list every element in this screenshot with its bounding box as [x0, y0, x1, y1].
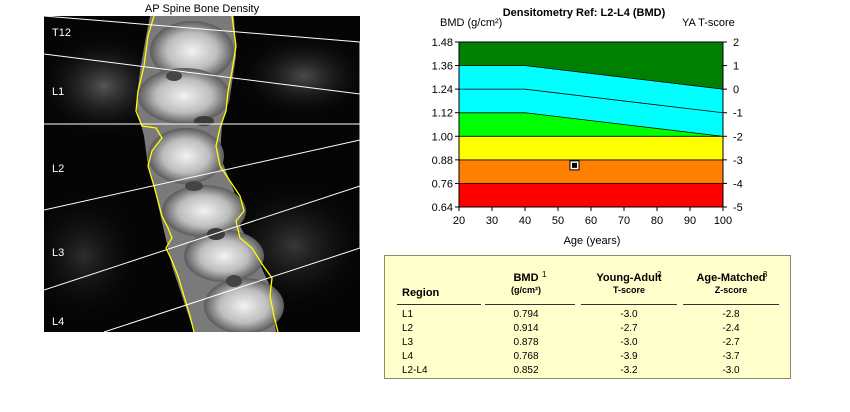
header-bmd: 1 BMD (g/cm²): [511, 270, 547, 295]
x-tick-label: 20: [453, 215, 465, 227]
x-tick-label: 30: [486, 215, 498, 227]
y2-tick-label: -1: [733, 108, 743, 120]
chart-band-1: [458, 159, 724, 184]
table-row: L4 0.768 -3.9 -3.7: [385, 349, 790, 364]
x-tick-label: 60: [585, 215, 597, 227]
y2-tick-label: -2: [733, 131, 743, 143]
chart-band-0: [458, 183, 724, 208]
header-rule: [581, 304, 677, 305]
bmd-cell: 0.794: [513, 309, 539, 320]
x-tick-label: 40: [519, 215, 531, 227]
y2-tick-label: -3: [733, 155, 743, 167]
y-tick-label: 0.76: [432, 178, 453, 190]
y-tick-label: 0.88: [432, 155, 453, 167]
vertebra-label-l4: L4: [52, 316, 64, 328]
bmd-cell: 0.768: [513, 351, 539, 362]
vertebra-label-t12: T12: [52, 27, 71, 39]
header-rule: [485, 304, 575, 305]
patient-point-marker: [572, 162, 577, 168]
z-score-cell: -2.8: [722, 309, 740, 320]
z-score-cell: -2.7: [722, 337, 740, 348]
header-rule: [397, 304, 481, 305]
table-row: L3 0.878 -3.0 -2.7: [385, 335, 790, 350]
header-young-adult: 2 Young-Adult T-score: [596, 270, 662, 295]
chart-ylabel: BMD (g/cm²): [440, 17, 502, 29]
x-tick-label: 80: [651, 215, 663, 227]
footnote-2: 2: [657, 270, 662, 279]
densitometry-chart: Densitometry Ref: L2-L4 (BMD) BMD (g/cm²…: [420, 2, 750, 250]
region-cell: L2-L4: [402, 365, 428, 376]
y2-tick-label: 1: [733, 61, 739, 73]
spine-scan-image: T12 L1 L2 L3 L4: [44, 16, 360, 332]
chart-band-2: [458, 135, 724, 161]
y2-tick-label: 2: [733, 37, 739, 49]
vertebra-label-l2: L2: [52, 163, 64, 175]
y-tick-label: 1.24: [432, 84, 453, 96]
chart-title: Densitometry Ref: L2-L4 (BMD): [503, 7, 666, 19]
x-tick-label: 50: [552, 215, 564, 227]
y-tick-label: 1.12: [432, 108, 453, 120]
table-row: L1 0.794 -3.0 -2.8: [385, 307, 790, 322]
vertebra-label-l1: L1: [52, 86, 64, 98]
y2-tick-label: -4: [733, 178, 743, 190]
x-tick-label: 70: [618, 215, 630, 227]
chart-xlabel: Age (years): [564, 235, 621, 247]
region-cell: L2: [402, 323, 414, 334]
t-score-cell: -3.0: [620, 337, 638, 348]
header-region: Region: [402, 287, 440, 299]
y2-tick-label: -5: [733, 202, 743, 214]
bmd-cell: 0.852: [513, 365, 539, 376]
region-cell: L1: [402, 309, 414, 320]
t-score-cell: -3.9: [620, 351, 638, 362]
table-row: L2 0.914 -2.7 -2.4: [385, 321, 790, 336]
results-table: Region 1 BMD (g/cm²) 2 Young-Adult T-sco…: [384, 255, 791, 379]
z-score-cell: -3.7: [722, 351, 740, 362]
table-row: L2-L4 0.852 -3.2 -3.0: [385, 363, 790, 378]
t-score-cell: -3.2: [620, 365, 638, 376]
region-cell: L3: [402, 337, 414, 348]
y2-tick-label: 0: [733, 84, 739, 96]
header-rule: [683, 304, 779, 305]
chart-y2label: YA T-score: [682, 17, 735, 29]
t-score-cell: -2.7: [620, 323, 638, 334]
bmd-cell: 0.878: [513, 337, 539, 348]
y-tick-label: 1.36: [432, 61, 453, 73]
y-tick-label: 0.64: [432, 202, 453, 214]
region-cell: L4: [402, 351, 414, 362]
x-tick-label: 90: [684, 215, 696, 227]
scan-title: AP Spine Bone Density: [144, 3, 260, 15]
y-tick-label: 1.48: [432, 37, 453, 49]
bmd-cell: 0.914: [513, 323, 539, 334]
z-score-cell: -2.4: [722, 323, 740, 334]
z-score-cell: -3.0: [722, 365, 740, 376]
t-score-cell: -3.0: [620, 309, 638, 320]
vertebra-label-l3: L3: [52, 247, 64, 259]
footnote-3: 3: [763, 270, 768, 279]
x-tick-label: 100: [714, 215, 732, 227]
header-age-matched: 3 Age-Matched Z-score: [696, 270, 768, 295]
y-tick-label: 1.00: [432, 131, 453, 143]
footnote-1: 1: [542, 270, 547, 279]
